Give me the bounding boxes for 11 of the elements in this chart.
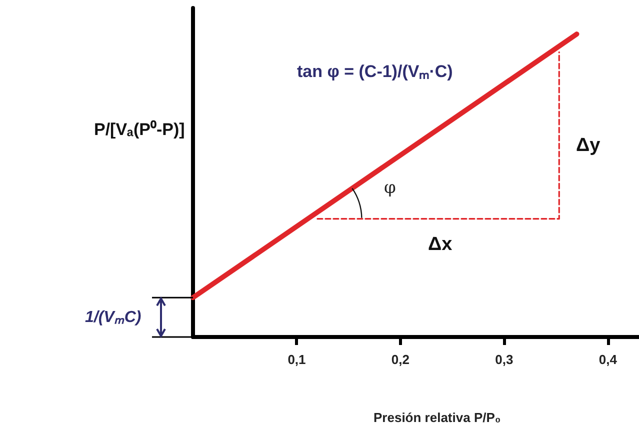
annotation: Δy [576, 134, 600, 156]
x-axis-title: Presión relativa P/P₀ [374, 410, 501, 426]
annotation: tan φ = (C-1)/(Vₘ·C) [297, 62, 453, 82]
y-axis-title: P/[Vₐ(P⁰-P)] [94, 120, 185, 140]
annotation: 1/(VₘC) [85, 308, 142, 326]
x-tick-label: 0,4 [598, 352, 618, 367]
x-tick-label: 0,2 [391, 352, 410, 367]
annotation: φ [384, 178, 396, 198]
annotation: Δx [428, 234, 452, 256]
x-tick-label: 0,3 [495, 352, 514, 367]
x-tick-label: 0,1 [288, 352, 306, 367]
